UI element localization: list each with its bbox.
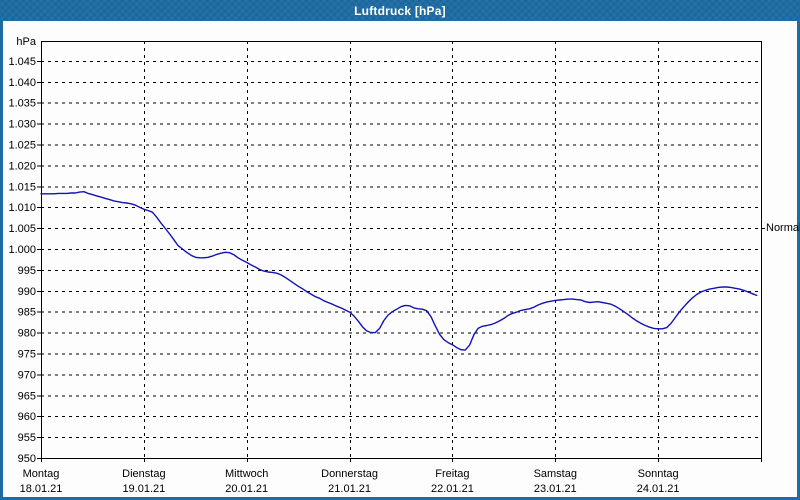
pressure-line (40, 190, 758, 351)
y-tick-label: 1.040 (8, 77, 36, 89)
axis-labels: 1.045 1.040 1.035 1.030 1.025 1.020 1.015 1.010… (8, 56, 679, 495)
y-tick-label: 975 (18, 348, 36, 360)
y-tick-label: 1.025 (8, 139, 36, 151)
y-tick-label: 1.045 (8, 56, 36, 68)
x-date-label: 22.01.21 (431, 483, 474, 495)
y-tick-label: 1.005 (8, 223, 36, 235)
x-date-label: 23.01.21 (534, 483, 577, 495)
y-tick-label: 965 (18, 390, 36, 402)
y-tick-label: 990 (18, 286, 36, 298)
y-tick-label: 1.035 (8, 98, 36, 110)
axes-frame (37, 41, 765, 462)
y-tick-label: 1.010 (8, 202, 36, 214)
x-day-label: Freitag (435, 468, 469, 480)
y-tick-label: 950 (18, 453, 36, 465)
plot-frame (41, 41, 762, 459)
y-tick-label: 970 (18, 369, 36, 381)
x-date-label: 24.01.21 (637, 483, 680, 495)
x-day-label: Dienstag (122, 468, 165, 480)
y-tick-label: 960 (18, 411, 36, 423)
x-date-label: 19.01.21 (122, 483, 165, 495)
x-date-label: 20.01.21 (225, 483, 268, 495)
y-tick-label: 1.015 (8, 181, 36, 193)
y-tick-label: 985 (18, 307, 36, 319)
x-date-label: 18.01.21 (20, 483, 63, 495)
x-day-label: Sonntag (638, 468, 679, 480)
x-day-label: Donnerstag (321, 468, 378, 480)
gridlines (41, 41, 761, 458)
window-title: Luftdruck [hPa] (354, 3, 446, 18)
y-tick-label: 995 (18, 265, 36, 277)
x-date-label: 21.01.21 (328, 483, 371, 495)
y-tick-label: 955 (18, 432, 36, 444)
y-tick-label: 980 (18, 328, 36, 340)
window-titlebar: Luftdruck [hPa] (0, 0, 800, 21)
x-day-label: Montag (23, 468, 60, 480)
y-axis-unit-label: hPa (16, 36, 36, 48)
y-tick-label: 1.020 (8, 160, 36, 172)
y-tick-label: 1.000 (8, 244, 36, 256)
x-day-label: Samstag (534, 468, 577, 480)
x-day-label: Mittwoch (225, 468, 268, 480)
normal-pressure-label: Normal (766, 222, 800, 234)
y-tick-label: 1.030 (8, 119, 36, 131)
